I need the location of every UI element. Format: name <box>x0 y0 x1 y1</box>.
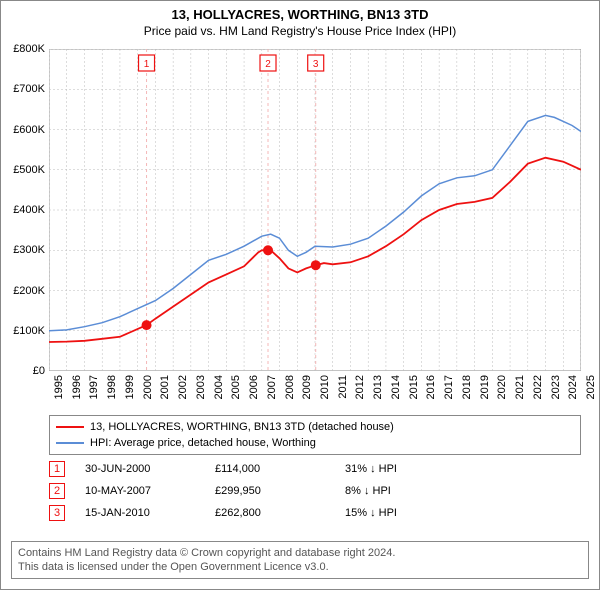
x-tick-label: 2003 <box>195 375 207 399</box>
x-tick-label: 2019 <box>479 375 491 399</box>
sale-hpi-diff: 8% ↓ HPI <box>345 485 465 497</box>
sale-date: 10-MAY-2007 <box>85 485 215 497</box>
x-tick-label: 2020 <box>496 375 508 399</box>
y-tick-label: £400K <box>1 204 45 216</box>
x-tick-label: 1997 <box>88 375 100 399</box>
y-tick-label: £600K <box>1 124 45 136</box>
legend-swatch-hpi <box>56 442 84 444</box>
x-tick-label: 2014 <box>390 375 402 399</box>
x-tick-label: 2023 <box>550 375 562 399</box>
x-tick-label: 1999 <box>124 375 136 399</box>
chart-plot: 1 2 3 <box>49 49 581 371</box>
chart-subtitle: Price paid vs. HM Land Registry's House … <box>1 24 599 38</box>
x-tick-label: 2013 <box>372 375 384 399</box>
sale-marker-icon: 1 <box>49 461 65 477</box>
sale-price: £299,950 <box>215 485 345 497</box>
chart-container: 13, HOLLYACRES, WORTHING, BN13 3TD Price… <box>0 0 600 590</box>
legend-label-hpi: HPI: Average price, detached house, Wort… <box>90 435 316 451</box>
x-tick-label: 2016 <box>425 375 437 399</box>
legend-item-hpi: HPI: Average price, detached house, Wort… <box>56 435 574 451</box>
x-tick-label: 2011 <box>337 375 349 399</box>
footer-licence: This data is licensed under the Open Gov… <box>18 560 582 574</box>
sale-row: 2 10-MAY-2007£299,9508% ↓ HPI <box>49 483 465 499</box>
x-tick-label: 1995 <box>53 375 65 399</box>
chart-title: 13, HOLLYACRES, WORTHING, BN13 3TD <box>1 7 599 22</box>
sale-date: 15-JAN-2010 <box>85 507 215 519</box>
footer: Contains HM Land Registry data © Crown c… <box>11 541 589 579</box>
legend-item-property: 13, HOLLYACRES, WORTHING, BN13 3TD (deta… <box>56 419 574 435</box>
x-tick-label: 2015 <box>408 375 420 399</box>
x-tick-label: 1996 <box>71 375 83 399</box>
x-tick-label: 2006 <box>248 375 260 399</box>
legend-label-property: 13, HOLLYACRES, WORTHING, BN13 3TD (deta… <box>90 419 394 435</box>
x-tick-label: 2002 <box>177 375 189 399</box>
x-tick-label: 2001 <box>159 375 171 399</box>
sale-price: £114,000 <box>215 463 345 475</box>
x-tick-label: 2007 <box>266 375 278 399</box>
x-tick-label: 2012 <box>354 375 366 399</box>
y-tick-label: £300K <box>1 244 45 256</box>
x-tick-label: 1998 <box>106 375 118 399</box>
svg-text:3: 3 <box>313 59 319 70</box>
legend-swatch-property <box>56 426 84 428</box>
y-tick-label: £200K <box>1 285 45 297</box>
x-tick-label: 2017 <box>443 375 455 399</box>
x-tick-label: 2009 <box>301 375 313 399</box>
sale-row: 1 30-JUN-2000£114,00031% ↓ HPI <box>49 461 465 477</box>
y-tick-label: £0 <box>1 365 45 377</box>
x-tick-label: 2025 <box>585 375 597 399</box>
y-tick-label: £700K <box>1 83 45 95</box>
legend: 13, HOLLYACRES, WORTHING, BN13 3TD (deta… <box>49 415 581 455</box>
sale-hpi-diff: 31% ↓ HPI <box>345 463 465 475</box>
x-tick-label: 2018 <box>461 375 473 399</box>
x-tick-label: 2024 <box>567 375 579 399</box>
sale-date: 30-JUN-2000 <box>85 463 215 475</box>
x-tick-label: 2004 <box>213 375 225 399</box>
svg-text:1: 1 <box>144 59 150 70</box>
sale-marker-icon: 3 <box>49 505 65 521</box>
title-area: 13, HOLLYACRES, WORTHING, BN13 3TD Price… <box>1 1 599 40</box>
x-tick-label: 2010 <box>319 375 331 399</box>
svg-text:2: 2 <box>265 59 271 70</box>
x-tick-label: 2022 <box>532 375 544 399</box>
sales-list: 1 30-JUN-2000£114,00031% ↓ HPI 2 10-MAY-200… <box>49 461 465 527</box>
x-tick-label: 2008 <box>284 375 296 399</box>
chart-svg: 1 2 3 <box>49 49 581 371</box>
y-tick-label: £500K <box>1 164 45 176</box>
sale-row: 3 15-JAN-2010£262,80015% ↓ HPI <box>49 505 465 521</box>
footer-copyright: Contains HM Land Registry data © Crown c… <box>18 546 582 560</box>
x-tick-label: 2021 <box>514 375 526 399</box>
sale-price: £262,800 <box>215 507 345 519</box>
x-tick-label: 2005 <box>230 375 242 399</box>
y-tick-label: £100K <box>1 325 45 337</box>
x-tick-label: 2000 <box>142 375 154 399</box>
y-tick-label: £800K <box>1 43 45 55</box>
sale-hpi-diff: 15% ↓ HPI <box>345 507 465 519</box>
sale-marker-icon: 2 <box>49 483 65 499</box>
